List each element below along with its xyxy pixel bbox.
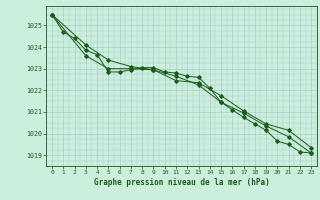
X-axis label: Graphe pression niveau de la mer (hPa): Graphe pression niveau de la mer (hPa)	[94, 178, 269, 187]
